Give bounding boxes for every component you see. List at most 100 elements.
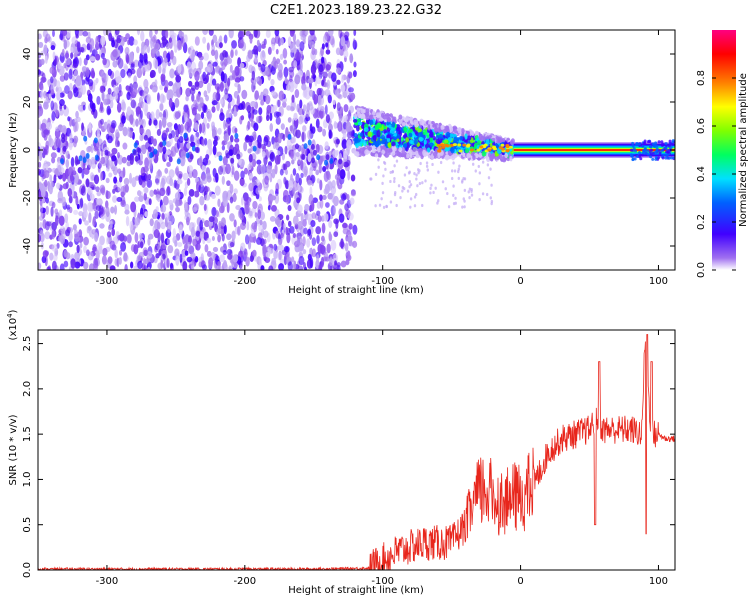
heatmap-cell [671, 139, 675, 143]
heatmap-cell [107, 256, 113, 265]
heatmap-cell [211, 78, 217, 86]
heatmap-cell [124, 263, 128, 270]
heatmap-cell [197, 103, 202, 112]
heatmap-cell [229, 135, 234, 143]
heatmap-cell [180, 150, 187, 160]
heatmap-cell [274, 34, 280, 44]
heatmap-cell [244, 234, 250, 245]
heatmap-cell [144, 157, 150, 168]
heatmap-cell [462, 152, 466, 158]
heatmap-cell [102, 247, 108, 257]
heatmap-cell [275, 182, 280, 193]
heatmap-cell [474, 130, 479, 135]
heatmap-cell [336, 176, 340, 187]
heatmap-cell [389, 170, 392, 175]
heatmap-cell [228, 30, 234, 39]
heatmap-cell [294, 143, 299, 150]
heatmap-cell [274, 155, 280, 165]
heatmap-cell [307, 35, 312, 45]
heatmap-cell [127, 126, 131, 137]
heatmap-cell [174, 111, 181, 119]
heatmap-cell [166, 238, 171, 246]
heatmap-cell [117, 57, 124, 69]
heatmap-cell [467, 190, 470, 194]
heatmap-cell [250, 230, 256, 238]
heatmap-cell [54, 208, 59, 215]
heatmap-cell [253, 54, 259, 63]
heatmap-cell [77, 41, 81, 53]
heatmap-cell [168, 81, 174, 87]
heatmap-cell [47, 265, 52, 270]
heatmap-cell [100, 52, 105, 60]
heatmap-cell [38, 161, 42, 168]
heatmap-cell [158, 248, 162, 256]
heatmap-cell [78, 155, 83, 162]
heatmap-cell [325, 42, 329, 48]
heatmap-cell [390, 151, 396, 156]
heatmap-cell [252, 200, 258, 210]
heatmap-cell [88, 122, 92, 133]
heatmap-cell [348, 223, 353, 230]
heatmap-cell [318, 65, 324, 75]
heatmap-cell [175, 127, 180, 138]
heatmap-cell [434, 186, 437, 190]
heatmap-cell [335, 47, 341, 56]
heatmap-cell [382, 174, 385, 178]
heatmap-cell [198, 60, 204, 70]
heatmap-cell [208, 190, 212, 198]
heatmap-cell [632, 147, 636, 151]
heatmap-cell [229, 241, 235, 248]
heatmap-cell [351, 135, 355, 145]
heatmap-cell [485, 192, 489, 197]
heatmap-cell [478, 197, 481, 202]
heatmap-cell [457, 170, 460, 174]
heatmap-cell [461, 179, 464, 183]
heatmap-cell [231, 40, 238, 49]
heatmap-cell [479, 145, 484, 149]
heatmap-cell [45, 205, 49, 215]
heatmap-cell [118, 256, 122, 265]
heatmap-cell [303, 227, 308, 235]
heatmap-cell [413, 172, 416, 176]
heatmap-cell [423, 139, 427, 145]
heatmap-cell [82, 104, 86, 111]
heatmap-cell [211, 106, 216, 113]
heatmap-cell [136, 30, 141, 36]
heatmap-cell [178, 224, 184, 235]
heatmap-cell [282, 47, 288, 59]
heatmap-cell [342, 222, 348, 229]
heatmap-cell [629, 148, 633, 152]
heatmap-cell [343, 115, 349, 121]
heatmap-cell [175, 206, 180, 213]
heatmap-cell [74, 261, 81, 269]
heatmap-cell [208, 30, 214, 36]
heatmap-cell [65, 252, 71, 260]
heatmap-cell [144, 59, 149, 65]
heatmap-cell [99, 101, 104, 112]
heatmap-cell [646, 152, 650, 156]
heatmap-cell [322, 165, 327, 173]
heatmap-cell [311, 237, 317, 247]
heatmap-cell [233, 219, 237, 228]
heatmap-cell [315, 254, 320, 263]
heatmap-cell [79, 197, 84, 208]
heatmap-cell [145, 171, 149, 182]
heatmap-cell [243, 167, 249, 175]
heatmap-cell [390, 116, 395, 123]
heatmap-cell [205, 153, 210, 160]
heatmap-cell [287, 180, 294, 191]
heatmap-cell [112, 60, 118, 68]
heatmap-cell [193, 203, 200, 211]
heatmap-cell [489, 167, 492, 171]
heatmap-cell [94, 154, 99, 161]
heatmap-cell [304, 30, 309, 36]
heatmap-cell [374, 172, 378, 176]
heatmap-cell [395, 203, 398, 208]
heatmap-cell [69, 173, 74, 182]
heatmap-cell [185, 87, 192, 97]
heatmap-cell [212, 34, 218, 43]
heatmap-cell [77, 104, 81, 111]
heatmap-cell [252, 109, 258, 115]
heatmap-cell [164, 57, 168, 64]
heatmap-cell [260, 164, 266, 174]
